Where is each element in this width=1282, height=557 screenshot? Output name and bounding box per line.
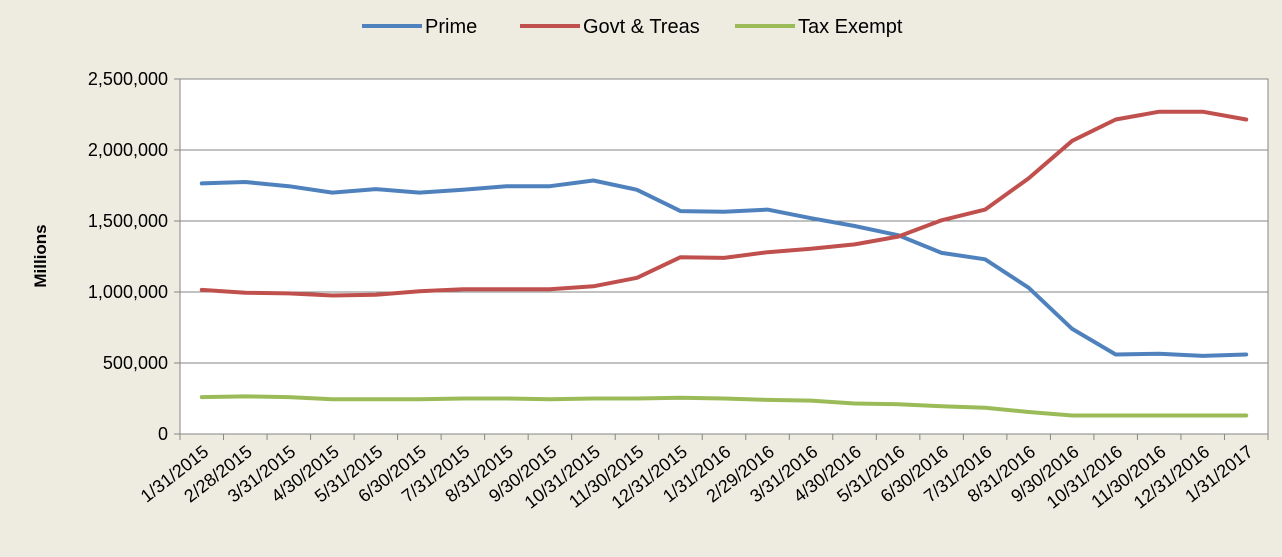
y-axis-ticks: 0 500,000 1,000,000 1,500,000 2,000,000 2,500… bbox=[88, 69, 180, 444]
legend-label: Tax Exempt bbox=[798, 16, 903, 38]
series-line-govt-treas bbox=[199, 109, 1249, 298]
y-tick-label: 2,000,000 bbox=[88, 140, 168, 160]
y-tick-label: 2,500,000 bbox=[88, 69, 168, 89]
y-axis-title: Millions bbox=[31, 224, 50, 287]
legend-label: Prime bbox=[425, 16, 477, 38]
y-tick-label: 1,500,000 bbox=[88, 211, 168, 231]
legend: Prime Govt & Treas Tax Exempt bbox=[362, 16, 903, 38]
gridlines bbox=[180, 78, 1268, 364]
y-tick-label: 500,000 bbox=[103, 353, 168, 373]
legend-label: Govt & Treas bbox=[583, 16, 700, 38]
series-line-prime bbox=[199, 178, 1249, 358]
series-line-tax-exempt bbox=[199, 394, 1249, 418]
series-lines bbox=[199, 109, 1249, 418]
y-tick-label: 1,000,000 bbox=[88, 282, 168, 302]
y-tick-label: 0 bbox=[158, 424, 168, 444]
